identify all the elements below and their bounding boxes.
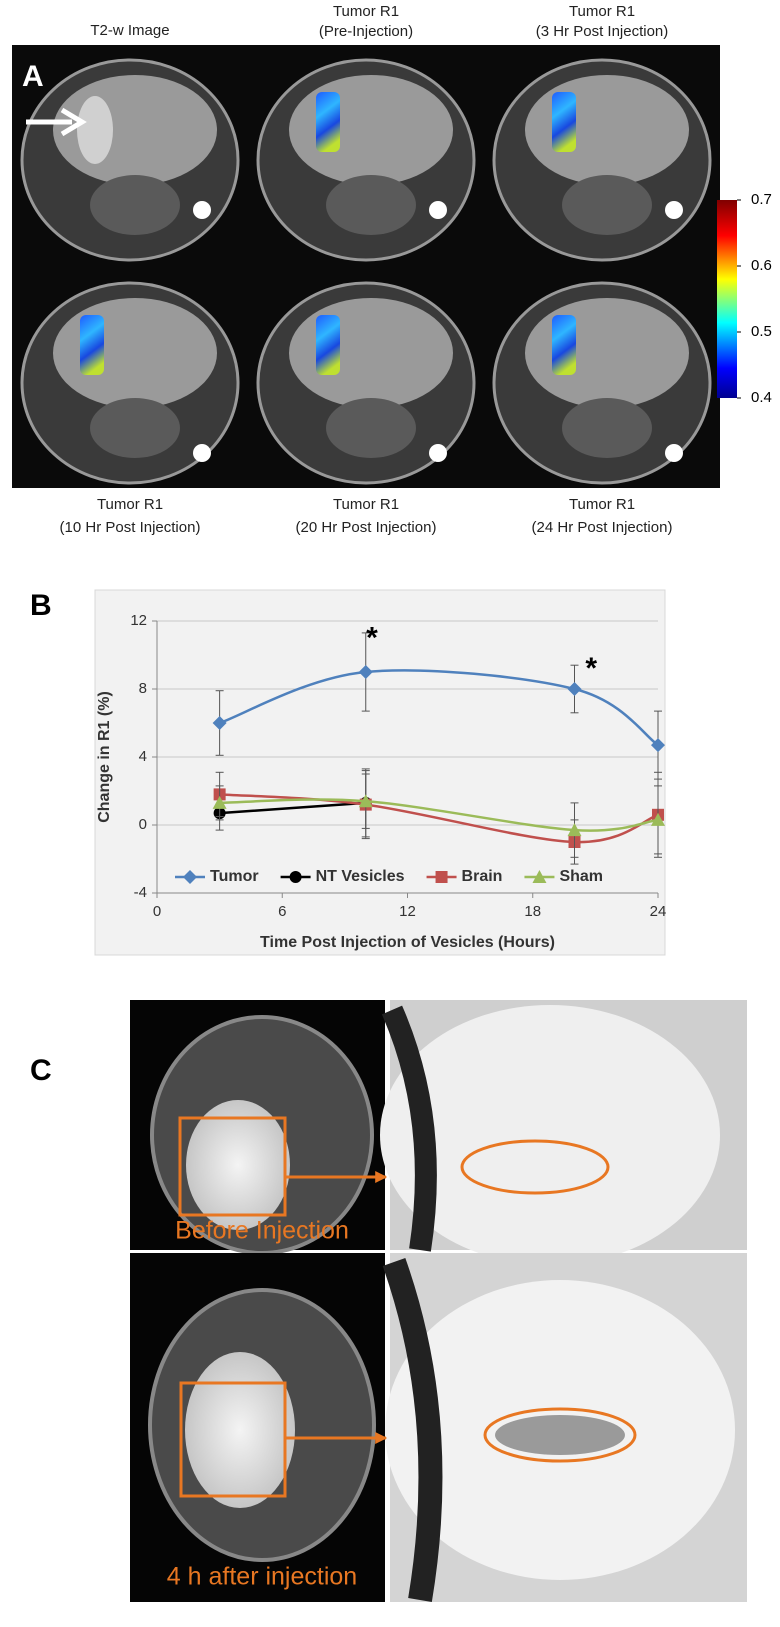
- marker-tube: [665, 201, 683, 219]
- roi-ellipse: [483, 1407, 637, 1463]
- cerebellum: [562, 175, 652, 235]
- image: [381, 1005, 437, 1252]
- legend-marker: [289, 871, 302, 883]
- image-caption: (20 Hr Post Injection): [296, 519, 437, 536]
- brain: [289, 75, 453, 185]
- r1-map: [80, 315, 104, 375]
- mri-grid: [20, 58, 712, 485]
- series-line: [219, 793, 659, 844]
- image-caption: (24 Hr Post Injection): [532, 519, 673, 536]
- legend-label: NT Vesicles: [316, 868, 405, 885]
- image: [186, 1100, 290, 1230]
- colorbar: [717, 200, 737, 398]
- colorbar-tick-label: 0.4: [751, 389, 772, 406]
- image-caption: Before Injection: [175, 1217, 349, 1245]
- y-tick-label: -4: [134, 884, 147, 901]
- panel-c-images: Before Injection 4 h after injection: [130, 1000, 747, 1602]
- image-caption: 4 h after injection: [167, 1563, 357, 1591]
- legend-marker: [183, 870, 197, 884]
- cerebellum: [90, 175, 180, 235]
- panel-label: A: [22, 60, 44, 93]
- image-caption: Tumor R1: [333, 3, 399, 20]
- cerebellum: [90, 398, 180, 458]
- panel-label: B: [30, 589, 52, 622]
- colorbar-tick-label: 0.5: [751, 323, 772, 340]
- y-tick-label: 4: [139, 748, 147, 765]
- colorbar-tick-label: 0.6: [751, 257, 772, 274]
- marker-tube: [429, 444, 447, 462]
- brain: [525, 75, 689, 185]
- marker: [212, 716, 227, 730]
- image: [382, 1257, 443, 1602]
- cerebellum: [326, 175, 416, 235]
- brain: [525, 298, 689, 408]
- r1-map: [552, 315, 576, 375]
- colorbar-tick-label: 0.7: [751, 191, 772, 208]
- image-caption: Tumor R1: [569, 3, 635, 20]
- legend-marker: [435, 871, 448, 883]
- image: [380, 1005, 720, 1265]
- annotation: *: [366, 622, 378, 655]
- cerebellum: [326, 398, 416, 458]
- image-caption: Tumor R1: [333, 496, 399, 513]
- image: [185, 1352, 295, 1508]
- image-caption: T2-w Image: [90, 22, 169, 39]
- x-tick-label: 24: [650, 903, 667, 920]
- x-tick-label: 12: [399, 903, 416, 920]
- y-tick-label: 8: [139, 680, 147, 697]
- chart-frame: [94, 589, 666, 956]
- r1-map: [316, 92, 340, 152]
- marker: [358, 665, 373, 679]
- image-caption: Tumor R1: [97, 496, 163, 513]
- image-caption: Tumor R1: [569, 496, 635, 513]
- x-tick-label: 6: [278, 903, 286, 920]
- image-caption: (10 Hr Post Injection): [60, 519, 201, 536]
- image-caption: (Pre-Injection): [319, 23, 413, 40]
- x-tick-label: 0: [153, 903, 161, 920]
- brain: [289, 298, 453, 408]
- brain: [53, 298, 217, 408]
- x-axis-title: Time Post Injection of Vesicles (Hours): [260, 934, 555, 951]
- arrow-head: [60, 107, 87, 137]
- image-caption: (3 Hr Post Injection): [536, 23, 669, 40]
- marker: [358, 794, 373, 808]
- y-tick-label: 0: [139, 816, 147, 833]
- roi-box: [178, 1116, 287, 1217]
- r1-map: [552, 92, 576, 152]
- series-line: [219, 669, 659, 747]
- marker: [651, 812, 665, 826]
- roi-ellipse: [460, 1139, 610, 1195]
- tumor: [77, 96, 113, 164]
- series-line: [219, 798, 659, 832]
- chart: -4 0 4 8 12 0 6 12 18 24 Time Post Injection of Ve…: [96, 612, 666, 951]
- marker-tube: [665, 444, 683, 462]
- panel-label: C: [30, 1054, 52, 1087]
- r1-map: [316, 315, 340, 375]
- legend-label: Tumor: [210, 868, 259, 885]
- x-tick-label: 18: [524, 903, 541, 920]
- marker: [212, 795, 227, 809]
- legend-marker: [532, 870, 547, 883]
- marker: [651, 738, 665, 753]
- y-tick-label: 12: [130, 612, 147, 629]
- marker-tube: [193, 201, 211, 219]
- legend-label: Brain: [462, 868, 503, 885]
- annotation: *: [585, 652, 597, 685]
- legend-label: Sham: [559, 868, 603, 885]
- marker: [567, 682, 582, 696]
- marker-tube: [429, 201, 447, 219]
- image: [495, 1415, 625, 1455]
- y-axis-title: Change in R1 (%): [96, 691, 113, 823]
- marker-tube: [193, 444, 211, 462]
- cerebellum: [562, 398, 652, 458]
- marker: [567, 823, 582, 837]
